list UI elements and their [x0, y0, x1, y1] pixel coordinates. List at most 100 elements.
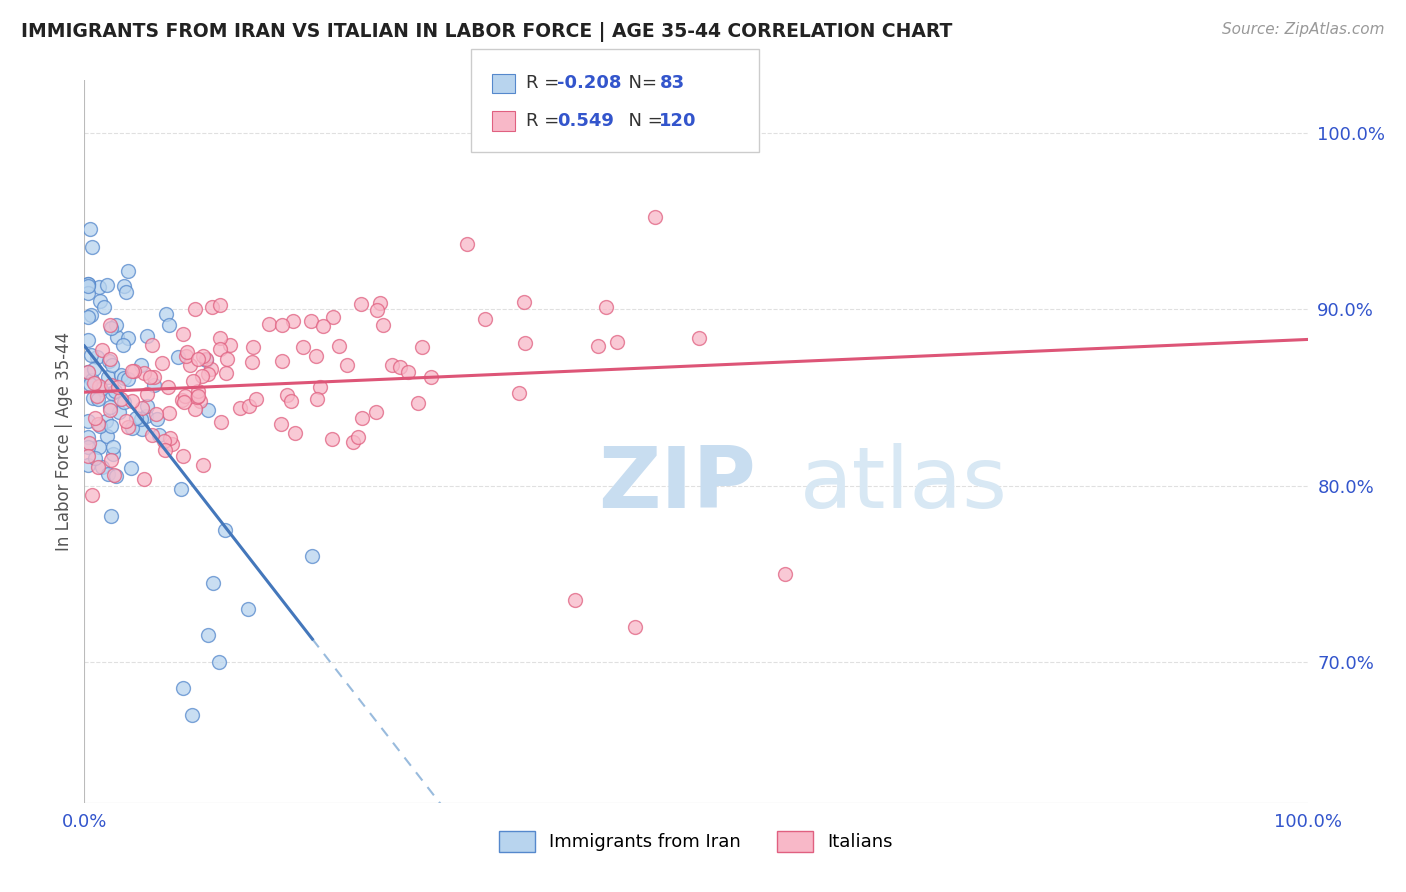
- Point: [366, 405, 388, 419]
- Point: [201, 575, 224, 590]
- Point: [146, 412, 169, 426]
- Point: [773, 566, 796, 581]
- Point: [115, 414, 138, 428]
- Point: [172, 681, 194, 696]
- Point: [508, 385, 530, 400]
- Point: [105, 329, 128, 343]
- Point: [100, 452, 122, 467]
- Point: [176, 350, 198, 364]
- Text: N =: N =: [617, 112, 669, 130]
- Point: [281, 314, 304, 328]
- Point: [121, 393, 143, 408]
- Point: [77, 277, 100, 291]
- Point: [87, 379, 110, 393]
- Point: [456, 236, 478, 251]
- Point: [82, 391, 104, 405]
- Point: [215, 366, 238, 380]
- Point: [100, 378, 122, 392]
- Point: [284, 425, 307, 440]
- Point: [368, 296, 391, 310]
- Point: [77, 458, 100, 472]
- Text: atlas: atlas: [800, 443, 1008, 526]
- Point: [242, 354, 264, 368]
- Point: [115, 285, 138, 299]
- Point: [209, 331, 232, 345]
- Point: [187, 384, 209, 398]
- Point: [352, 410, 374, 425]
- Point: [236, 602, 259, 616]
- Point: [191, 349, 214, 363]
- Point: [307, 392, 329, 406]
- Point: [209, 298, 232, 312]
- Text: 0.549: 0.549: [557, 112, 613, 130]
- Point: [209, 415, 232, 429]
- Point: [371, 318, 394, 333]
- Point: [688, 331, 710, 345]
- Point: [312, 318, 335, 333]
- Text: ZIP: ZIP: [598, 443, 756, 526]
- Point: [172, 393, 194, 408]
- Point: [129, 412, 152, 426]
- Point: [105, 468, 128, 483]
- Point: [184, 401, 207, 416]
- Point: [270, 417, 292, 432]
- Point: [184, 301, 207, 316]
- Point: [97, 370, 120, 384]
- Point: [187, 351, 209, 366]
- Point: [270, 354, 292, 368]
- Point: [79, 222, 101, 236]
- Point: [86, 389, 108, 403]
- Point: [347, 430, 370, 444]
- Point: [139, 370, 162, 384]
- Point: [121, 364, 143, 378]
- Point: [77, 440, 100, 454]
- Point: [245, 392, 267, 407]
- Point: [197, 403, 219, 417]
- Point: [172, 327, 194, 342]
- Point: [77, 277, 100, 291]
- Point: [342, 435, 364, 450]
- Point: [322, 310, 344, 325]
- Point: [120, 460, 142, 475]
- Point: [419, 370, 441, 384]
- Point: [112, 395, 135, 409]
- Point: [117, 263, 139, 277]
- Point: [110, 368, 132, 382]
- Point: [183, 374, 205, 388]
- Point: [157, 318, 180, 332]
- Point: [101, 358, 124, 372]
- Point: [77, 430, 100, 444]
- Point: [180, 707, 202, 722]
- Text: N=: N=: [617, 75, 664, 93]
- Point: [131, 401, 153, 416]
- Point: [101, 447, 124, 461]
- Point: [79, 377, 101, 392]
- Point: [96, 429, 118, 443]
- Point: [172, 450, 194, 464]
- Point: [305, 350, 328, 364]
- Point: [623, 619, 645, 633]
- Point: [197, 367, 219, 381]
- Point: [179, 358, 201, 372]
- Point: [107, 380, 129, 394]
- Point: [145, 407, 167, 421]
- Text: R =: R =: [526, 75, 565, 93]
- Point: [100, 386, 122, 401]
- Point: [87, 417, 110, 431]
- Point: [89, 293, 111, 308]
- Point: [188, 393, 211, 408]
- Point: [107, 405, 129, 419]
- Point: [89, 418, 111, 433]
- Point: [381, 358, 404, 372]
- Point: [80, 239, 103, 253]
- Point: [77, 310, 100, 324]
- Point: [595, 300, 617, 314]
- Point: [96, 278, 118, 293]
- Point: [77, 415, 100, 429]
- Point: [87, 392, 110, 406]
- Point: [77, 365, 100, 379]
- Point: [141, 337, 163, 351]
- Point: [157, 406, 180, 420]
- Point: [90, 460, 112, 475]
- Point: [100, 318, 122, 332]
